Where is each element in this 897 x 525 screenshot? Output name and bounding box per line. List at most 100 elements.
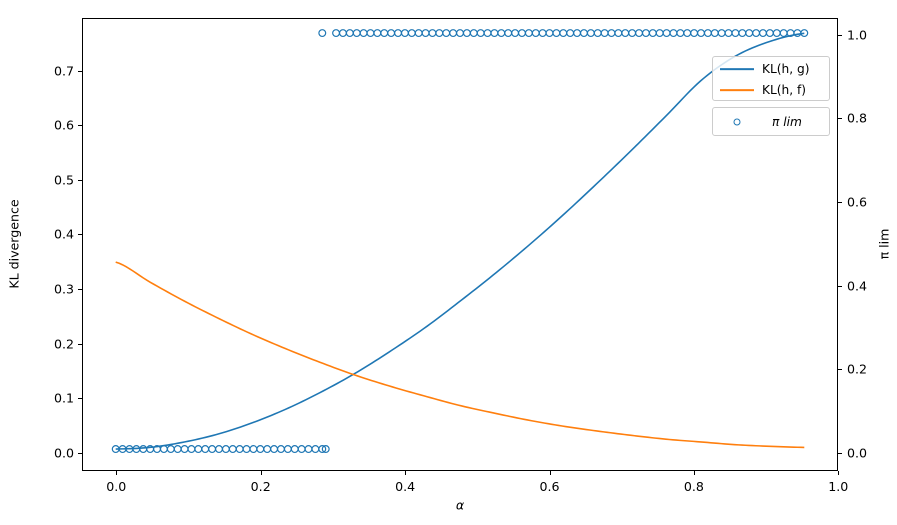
scatter-point	[395, 30, 402, 37]
scatter-point	[594, 30, 601, 37]
scatter-point	[202, 446, 209, 453]
scatter-point	[705, 30, 712, 37]
scatter-point	[512, 30, 519, 37]
scatter-point	[574, 30, 581, 37]
ytick-mark-right	[838, 34, 842, 36]
scatter-point	[174, 446, 181, 453]
scatter-point	[436, 30, 443, 37]
scatter-point	[477, 30, 484, 37]
scatter-point	[491, 30, 498, 37]
legend-entry-kl-h-f[interactable]: KL(h, f)	[713, 79, 829, 101]
ytick-mark-left	[78, 398, 82, 400]
scatter-point	[188, 446, 195, 453]
line-kl-h-f	[116, 262, 805, 447]
xtick-mark	[260, 471, 262, 475]
scatter-point	[532, 30, 539, 37]
ytick-label-left: 0.3	[53, 281, 74, 297]
scatter-point	[243, 446, 250, 453]
scatter-point	[794, 30, 801, 37]
scatter-point	[587, 30, 594, 37]
scatter-point	[305, 446, 312, 453]
scatter-point	[429, 30, 436, 37]
ytick-label-left: 0.0	[53, 445, 74, 461]
legend-entry-kl-h-g[interactable]: KL(h, g)	[713, 58, 829, 80]
scatter-point	[498, 30, 505, 37]
scatter-point	[195, 446, 202, 453]
ytick-label-left: 0.4	[53, 226, 74, 242]
xtick-mark	[549, 471, 551, 475]
y-axis-label-right: π lim	[876, 228, 892, 260]
scatter-point	[346, 30, 353, 37]
scatter-point	[519, 30, 526, 37]
ytick-label-right: 0.0	[847, 445, 868, 461]
legend-line-swatch-blue	[720, 62, 754, 76]
series-kl-h-f	[116, 262, 805, 447]
scatter-point	[711, 30, 718, 37]
scatter-point	[257, 446, 264, 453]
scatter-point	[312, 446, 319, 453]
scatter-point	[463, 30, 470, 37]
xtick-mark	[405, 471, 407, 475]
scatter-point	[539, 30, 546, 37]
legend-lines[interactable]: KL(h, g) KL(h, f)	[712, 56, 830, 101]
scatter-point	[560, 30, 567, 37]
legend-entry-pi-lim[interactable]: π lim	[713, 111, 829, 133]
ytick-mark-right	[838, 453, 842, 455]
scatter-point	[408, 30, 415, 37]
scatter-point	[766, 30, 773, 37]
ytick-mark-right	[838, 202, 842, 204]
scatter-point	[340, 30, 347, 37]
ytick-mark-left	[78, 234, 82, 236]
scatter-point	[264, 446, 271, 453]
ytick-mark-left	[78, 179, 82, 181]
scatter-point	[167, 446, 174, 453]
line-kl-h-g	[116, 33, 805, 449]
scatter-point	[415, 30, 422, 37]
xtick-label: 0.8	[683, 479, 704, 494]
ytick-label-right: 0.2	[847, 361, 868, 377]
xtick-mark	[838, 471, 840, 475]
scatter-point	[298, 446, 305, 453]
xtick-label: 1.0	[828, 479, 849, 494]
scatter-point	[601, 30, 608, 37]
ytick-mark-right	[838, 369, 842, 371]
scatter-point	[443, 30, 450, 37]
scatter-point	[319, 30, 326, 37]
scatter-point	[746, 30, 753, 37]
xtick-mark	[693, 471, 695, 475]
y-axis-label-left: KL divergence	[6, 199, 22, 289]
scatter-point	[684, 30, 691, 37]
scatter-point	[484, 30, 491, 37]
scatter-point	[643, 30, 650, 37]
scatter-point	[161, 446, 168, 453]
ytick-label-right: 0.6	[847, 194, 868, 210]
ytick-mark-left	[78, 453, 82, 455]
xtick-label: 0.4	[395, 479, 416, 494]
scatter-point	[222, 446, 229, 453]
scatter-point	[140, 446, 147, 453]
scatter-point	[457, 30, 464, 37]
scatter-point	[567, 30, 574, 37]
legend-scatter[interactable]: π lim	[712, 107, 830, 136]
scatter-point	[525, 30, 532, 37]
series-kl-h-g	[116, 33, 805, 449]
scatter-point	[636, 30, 643, 37]
scatter-point	[546, 30, 553, 37]
scatter-point	[691, 30, 698, 37]
scatter-point	[732, 30, 739, 37]
scatter-point	[470, 30, 477, 37]
scatter-point	[581, 30, 588, 37]
xtick-label: 0.2	[250, 479, 271, 494]
scatter-pi-lim	[112, 30, 807, 453]
legend-marker-swatch-circle	[720, 115, 754, 129]
x-axis-label: α	[455, 497, 465, 513]
scatter-point	[718, 30, 725, 37]
scatter-point	[402, 30, 409, 37]
scatter-point	[388, 30, 395, 37]
scatter-point	[284, 446, 291, 453]
scatter-point	[181, 446, 188, 453]
scatter-point	[374, 30, 381, 37]
scatter-point	[360, 30, 367, 37]
ytick-mark-right	[838, 285, 842, 287]
